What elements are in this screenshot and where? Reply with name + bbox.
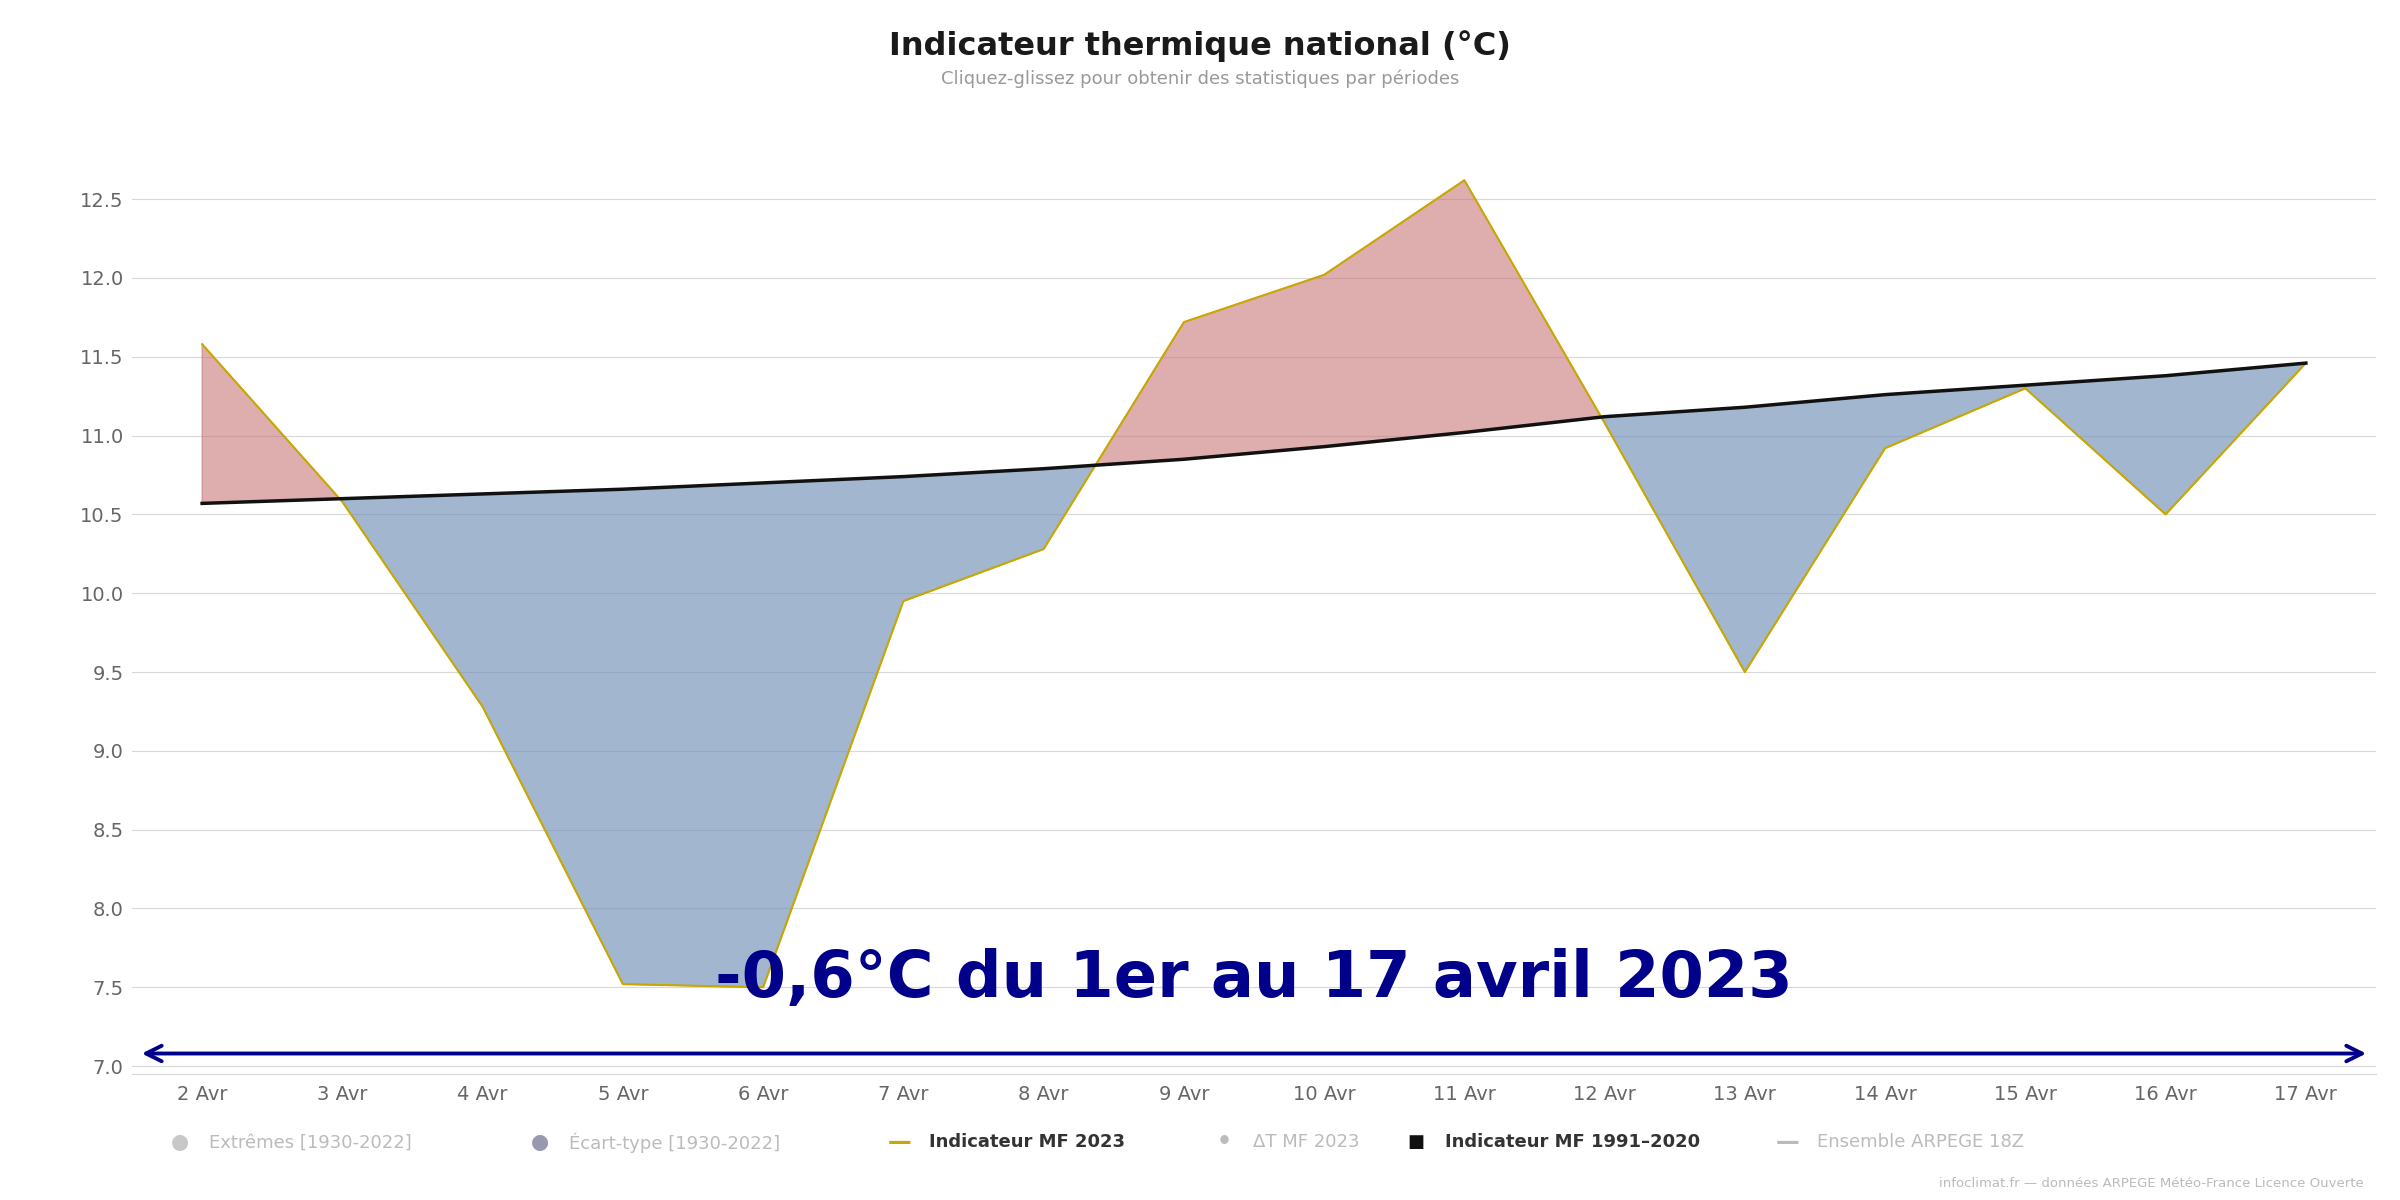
Text: ●: ● [170,1133,190,1152]
Text: Écart-type [1930-2022]: Écart-type [1930-2022] [569,1132,780,1153]
Text: Ensemble ARPEGE 18Z: Ensemble ARPEGE 18Z [1817,1133,2023,1152]
Text: Cliquez-glissez pour obtenir des statistiques par périodes: Cliquez-glissez pour obtenir des statist… [941,70,1459,88]
Text: -0,6°C du 1er au 17 avril 2023: -0,6°C du 1er au 17 avril 2023 [715,948,1793,1010]
Text: ●: ● [530,1133,550,1152]
Text: •: • [1217,1130,1231,1154]
Text: Indicateur thermique national (°C): Indicateur thermique national (°C) [888,30,1512,62]
Text: ■: ■ [1406,1133,1426,1152]
Text: ΔT MF 2023: ΔT MF 2023 [1253,1133,1358,1152]
Text: —: — [1776,1130,1800,1154]
Text: Indicateur MF 2023: Indicateur MF 2023 [929,1133,1126,1152]
Text: —: — [888,1130,912,1154]
Text: Indicateur MF 1991–2020: Indicateur MF 1991–2020 [1445,1133,1699,1152]
Text: Extrêmes [1930-2022]: Extrêmes [1930-2022] [209,1133,410,1152]
Text: infoclimat.fr — données ARPEGE Météo-France Licence Ouverte: infoclimat.fr — données ARPEGE Météo-Fra… [1939,1177,2364,1190]
